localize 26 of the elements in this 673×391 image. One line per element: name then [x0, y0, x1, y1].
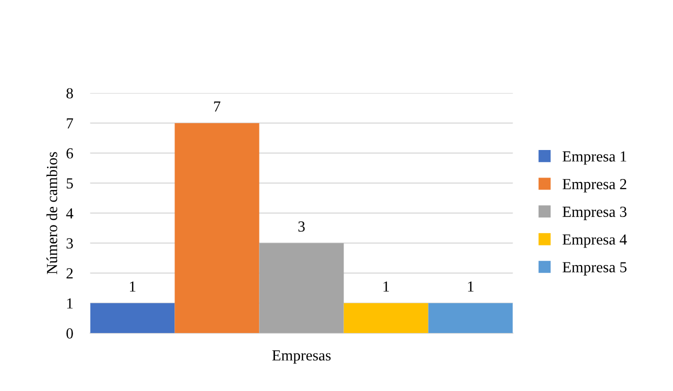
data-label: 1 — [468, 281, 474, 292]
legend-label: Empresa 5 — [562, 262, 626, 276]
legend-label: Empresa 4 — [562, 234, 627, 248]
bar — [344, 303, 428, 334]
legend-label: Empresa 1 — [562, 151, 626, 165]
legend-label: Empresa 2 — [562, 179, 626, 192]
bar — [90, 303, 175, 334]
y-tick-label: 3 — [66, 238, 73, 249]
y-tick-label: 5 — [66, 178, 73, 189]
y-tick-label: 8 — [66, 88, 73, 99]
y-tick-label: 4 — [66, 208, 74, 218]
data-label: 3 — [298, 221, 305, 232]
y-tick-label: 1 — [67, 298, 73, 308]
y-tick-label: 0 — [66, 328, 73, 339]
data-label: 7 — [214, 101, 220, 112]
bar — [174, 123, 260, 334]
y-axis-title: Número de cambios — [46, 152, 58, 274]
y-tick-label: 2 — [66, 268, 73, 278]
y-tick-label: 7 — [66, 118, 74, 128]
bar — [259, 243, 344, 334]
data-label: 1 — [384, 281, 389, 292]
legend-label: Empresa 3 — [562, 206, 626, 220]
y-tick-label: 6 — [66, 148, 74, 159]
data-label: 1 — [130, 281, 136, 292]
bar — [428, 303, 513, 334]
x-axis-title: Empresas — [272, 350, 331, 364]
